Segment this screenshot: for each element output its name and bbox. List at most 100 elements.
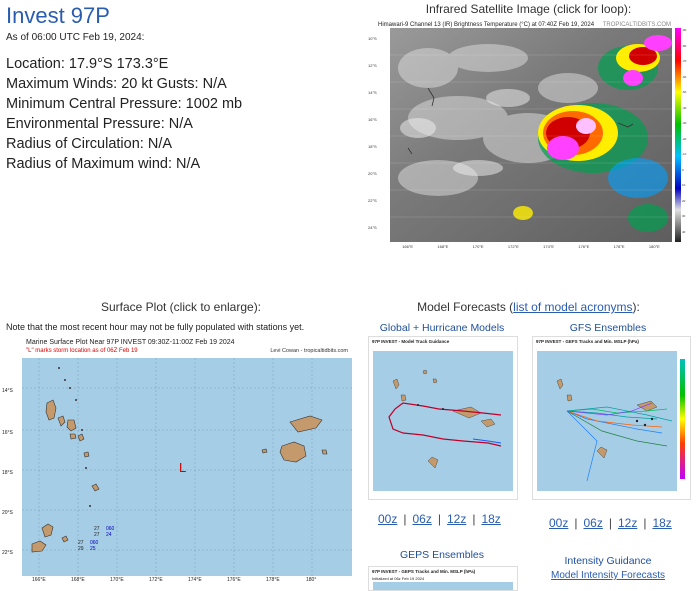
ir-scale-label: -60 bbox=[682, 74, 687, 79]
surface-lon-label: 172°E bbox=[149, 577, 163, 583]
run-link-00z[interactable]: 00z bbox=[549, 516, 569, 530]
radius-max-wind: Radius of Maximum wind: N/A bbox=[6, 156, 201, 172]
global-models-title: Global + Hurricane Models bbox=[379, 322, 505, 334]
run-link-06z[interactable]: 06z bbox=[412, 512, 432, 526]
radius-circulation: Radius of Circulation: N/A bbox=[6, 136, 173, 152]
ir-lat-label: 18°S bbox=[368, 144, 377, 149]
surface-heading: Surface Plot (click to enlarge): bbox=[100, 300, 262, 314]
models-heading-prefix: Model Forecasts ( bbox=[417, 300, 514, 314]
max-winds: Maximum Winds: 20 kt Gusts: N/A bbox=[6, 76, 227, 92]
ir-credit: TROPICALTIDBITS.COM bbox=[602, 22, 671, 28]
surface-lon-label: 176°E bbox=[227, 577, 241, 583]
run-link-12z[interactable]: 12z bbox=[617, 516, 638, 530]
storm-location: Location: 17.9°S 173.3°E bbox=[6, 56, 169, 72]
ir-lon-label: 178°E bbox=[613, 244, 625, 249]
global-track-map bbox=[373, 351, 513, 491]
ir-scale-label: 0 bbox=[682, 167, 684, 172]
ir-lon-label: 166°E bbox=[402, 244, 414, 249]
ir-lon-label: 180°E bbox=[648, 244, 660, 249]
ir-satellite-image[interactable]: Himawari-9 Channel 13 (IR) Brightness Te… bbox=[368, 20, 689, 252]
surface-map-subtitle: "L" marks storm location as of 06Z Feb 1… bbox=[26, 348, 138, 354]
gfs-ensembles-title: GFS Ensembles bbox=[569, 322, 647, 334]
global-run-links: 00z | 06z | 12z | 18z bbox=[378, 512, 501, 526]
ir-scale-label: -50 bbox=[682, 90, 687, 94]
surface-note: Note that the most recent hour may not b… bbox=[6, 322, 305, 332]
run-link-00z[interactable]: 00z bbox=[378, 512, 398, 526]
as-of-timestamp: As of 06:00 UTC Feb 19, 2024: bbox=[6, 32, 145, 43]
ir-lat-label: 20°S bbox=[368, 171, 377, 176]
models-heading: Model Forecasts (list of model acronyms)… bbox=[368, 300, 689, 314]
surface-lon-label: 174°E bbox=[188, 577, 202, 583]
run-link-06z[interactable]: 06z bbox=[583, 516, 603, 530]
surface-lat-label: 18°S bbox=[2, 470, 13, 476]
model-acronyms-link[interactable]: list of model acronyms bbox=[513, 300, 633, 314]
geps-ensembles-image[interactable]: 97P INVEST - GEPS Tracks and Min. MSLP (… bbox=[368, 566, 518, 591]
ir-map bbox=[390, 28, 681, 242]
ir-scale-label: -90 bbox=[682, 28, 687, 32]
surface-lon-label: 168°E bbox=[71, 577, 85, 583]
min-pressure: Minimum Central Pressure: 1002 mb bbox=[6, 96, 243, 112]
ir-lon-label: 172°E bbox=[507, 244, 519, 249]
station-temp: 27 bbox=[94, 526, 100, 532]
station-value: 25 bbox=[90, 546, 96, 552]
ir-lon-label: 170°E bbox=[472, 244, 484, 249]
ir-caption: Himawari-9 Channel 13 (IR) Brightness Te… bbox=[378, 22, 595, 28]
ir-lon-label: 168°E bbox=[437, 244, 449, 249]
surface-lat-label: 22°S bbox=[2, 550, 13, 556]
gfs-ensembles-image[interactable]: 97P INVEST - GEFS Tracks and Min. MSLP (… bbox=[532, 336, 691, 500]
global-models-image[interactable]: 97P INVEST - Model Track Guidance bbox=[368, 336, 518, 500]
ir-scale-label: 10 bbox=[682, 183, 686, 187]
surface-lon-label: 170°E bbox=[110, 577, 124, 583]
ir-lat-label: 14°S bbox=[368, 90, 377, 95]
geps-map-subtitle: Initialized at 06z Feb 19 2024 bbox=[372, 576, 425, 581]
page-title: Invest 97P bbox=[6, 3, 110, 28]
ir-scale-label: -10 bbox=[682, 152, 687, 156]
surface-credit: Levi Cowan - tropicaltidbits.com bbox=[270, 348, 348, 354]
surface-lat-label: 14°S bbox=[2, 388, 13, 394]
ir-scale-label: 40 bbox=[682, 229, 686, 234]
ir-lat-label: 10°S bbox=[368, 36, 377, 41]
station-value: 24 bbox=[106, 532, 112, 538]
ir-scale-label: -80 bbox=[682, 43, 687, 48]
surface-lat-label: 20°S bbox=[2, 510, 13, 516]
surface-plot-image[interactable]: Marine Surface Plot Near 97P INVEST 09:3… bbox=[2, 338, 352, 586]
run-link-18z[interactable]: 18z bbox=[481, 512, 501, 526]
ir-lat-label: 24°S bbox=[368, 225, 377, 230]
geps-map bbox=[373, 582, 513, 590]
storm-marker: L bbox=[179, 460, 186, 475]
global-map-title: 97P INVEST - Model Track Guidance bbox=[372, 339, 450, 344]
gfs-map-title: 97P INVEST - GEFS Tracks and Min. MSLP (… bbox=[536, 339, 639, 344]
gfs-run-links: 00z | 06z | 12z | 18z bbox=[549, 516, 672, 530]
ir-lat-label: 22°S bbox=[368, 198, 377, 203]
surface-map-title: Marine Surface Plot Near 97P INVEST 09:3… bbox=[26, 339, 235, 346]
geps-ensembles-title: GEPS Ensembles bbox=[399, 549, 485, 561]
surface-lat-label: 16°S bbox=[2, 430, 13, 436]
ir-heading: Infrared Satellite Image (click for loop… bbox=[425, 2, 632, 16]
run-link-18z[interactable]: 18z bbox=[652, 516, 672, 530]
station-temp: 27 bbox=[94, 532, 100, 538]
station-value: 060 bbox=[106, 526, 115, 532]
intensity-guidance-title: Intensity Guidance bbox=[564, 555, 652, 567]
station-value: 060 bbox=[90, 540, 99, 546]
env-pressure: Environmental Pressure: N/A bbox=[6, 116, 193, 132]
ir-scale-label: -40 bbox=[682, 105, 687, 110]
ir-scale-label: -70 bbox=[682, 59, 687, 63]
run-link-12z[interactable]: 12z bbox=[446, 512, 467, 526]
ir-scale-label: 30 bbox=[682, 214, 686, 218]
ir-scale-labels: -90 -80 -70 -60 -50 -40 -30 -20 -10 0 10 20 30 40 bbox=[682, 28, 690, 242]
ir-lon-label: 174°E bbox=[543, 244, 555, 249]
ir-scale-label: -30 bbox=[682, 121, 687, 125]
ir-lon-label: 176°E bbox=[578, 244, 590, 249]
station-temp: 29 bbox=[78, 546, 84, 552]
gfs-track-map bbox=[537, 351, 685, 491]
models-heading-suffix: ): bbox=[632, 300, 640, 314]
model-intensity-link[interactable]: Model Intensity Forecasts bbox=[551, 570, 665, 581]
surface-lon-label: 180° bbox=[306, 577, 317, 583]
surface-lon-label: 178°E bbox=[266, 577, 280, 583]
ir-lat-label: 12°S bbox=[368, 63, 377, 68]
ir-scale-label: 20 bbox=[682, 198, 686, 203]
station-temp: 27 bbox=[78, 540, 84, 546]
ir-lat-label: 16°S bbox=[368, 117, 377, 122]
surface-map: L 27 060 27 24 27 060 29 25 bbox=[22, 358, 352, 576]
surface-lon-label: 166°E bbox=[32, 577, 46, 583]
